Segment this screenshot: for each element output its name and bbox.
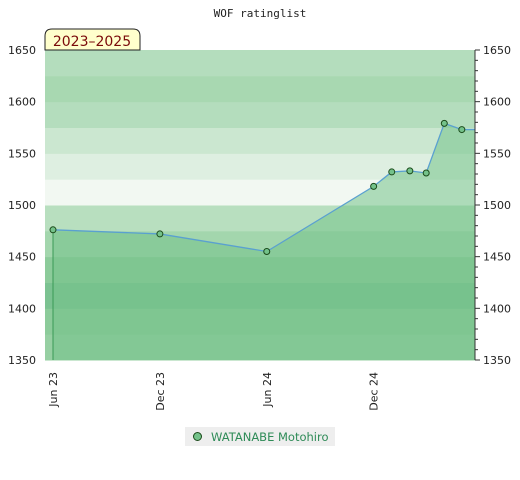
period-label: 2023–2025 — [53, 34, 131, 50]
points-layer — [49, 119, 466, 255]
y-tick-label-right: 1450 — [483, 251, 511, 264]
x-tick-label: Dec 23 — [154, 372, 167, 411]
period-badge: 2023–2025 — [44, 28, 141, 51]
chart-title: WOF ratinglist — [214, 7, 307, 20]
data-point-6 — [422, 169, 430, 177]
data-point-5 — [406, 167, 414, 175]
x-tick-label: Dec 24 — [368, 372, 381, 411]
axes: 1350 1350 1400 1400 1450 1450 1500 1500 1550 1550… — [8, 44, 511, 411]
legend-marker-icon — [193, 432, 202, 441]
legend: WATANABE Motohiro — [185, 427, 335, 446]
data-point-7 — [440, 119, 448, 127]
y-tick-label-left: 1400 — [8, 302, 36, 315]
data-point-2 — [263, 248, 271, 255]
y-tick-label-left: 1350 — [8, 354, 36, 367]
band-9 — [45, 101, 475, 128]
area-layer — [52, 122, 475, 360]
data-point-8 — [458, 126, 466, 134]
data-point-4 — [388, 168, 396, 176]
series-line — [52, 122, 475, 253]
y-tick-label-right: 1500 — [483, 199, 511, 212]
legend-label: WATANABE Motohiro — [211, 429, 329, 444]
band-10 — [45, 75, 475, 103]
y-tick-label-left: 1500 — [8, 199, 36, 212]
x-tick-label: Jun 23 — [47, 372, 60, 408]
y-tick-label-left: 1600 — [8, 96, 36, 109]
y-tick-label-right: 1550 — [483, 147, 511, 160]
data-point-3 — [370, 182, 378, 190]
y-tick-label-right: 1400 — [483, 302, 511, 315]
y-tick-label-right: 1650 — [483, 44, 511, 57]
band-8 — [45, 127, 475, 154]
data-point-0 — [49, 226, 57, 234]
y-tick-label-right: 1350 — [483, 354, 511, 367]
y-tick-label-right: 1600 — [483, 96, 511, 109]
band-11 — [45, 50, 475, 77]
series-area — [53, 123, 475, 360]
x-tick-label: Jun 24 — [261, 372, 274, 408]
y-tick-label-left: 1450 — [8, 251, 36, 264]
data-point-1 — [156, 230, 164, 238]
y-tick-label-left: 1550 — [8, 147, 36, 160]
y-tick-label-left: 1650 — [8, 44, 36, 57]
